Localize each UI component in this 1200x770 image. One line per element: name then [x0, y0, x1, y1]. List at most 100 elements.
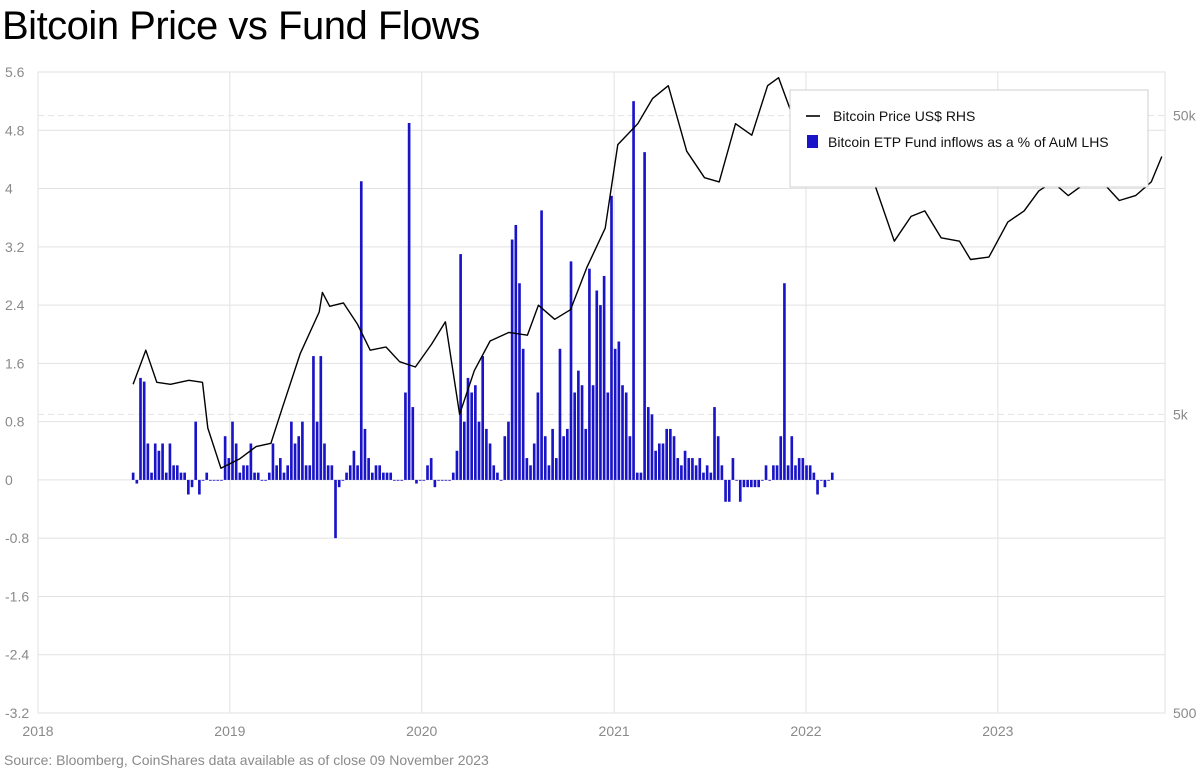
flow-bar [356, 465, 359, 480]
flow-bar [746, 479, 749, 488]
flow-bar [382, 472, 385, 480]
flow-bar [724, 479, 727, 502]
flow-bar [672, 436, 676, 480]
flow-bar [819, 479, 823, 481]
flow-bar [661, 443, 665, 480]
flow-bar [304, 465, 308, 480]
flow-bar [393, 479, 396, 481]
flow-bar [558, 348, 562, 480]
flow-bar [624, 392, 628, 480]
flow-bar [694, 465, 698, 480]
flow-bar [242, 465, 245, 480]
flow-bar [735, 479, 738, 481]
flow-bar [223, 436, 227, 480]
flow-bar [411, 407, 415, 480]
flow-bar [713, 407, 716, 480]
flow-bar [201, 479, 205, 481]
flow-bar [680, 465, 683, 480]
flow-bar [521, 348, 525, 480]
flow-bar [496, 472, 499, 480]
y-left-tick-label: 0.8 [5, 414, 25, 430]
flow-bar [418, 479, 422, 481]
flow-bar [543, 436, 547, 480]
flow-bar [187, 479, 190, 495]
flow-bar [179, 472, 183, 480]
flow-bar [352, 450, 356, 480]
flow-bar [293, 443, 297, 480]
flow-bar [646, 407, 650, 480]
flow-bar [378, 465, 381, 480]
flow-bar [474, 385, 477, 480]
flow-bar [738, 479, 742, 502]
flow-bar [319, 356, 323, 480]
flow-bar [510, 239, 514, 480]
flow-bar [183, 472, 186, 480]
x-tick-label: 2020 [406, 723, 437, 739]
flow-bar [279, 458, 282, 480]
legend-label-price: Bitcoin Price US$ RHS [833, 108, 975, 124]
flow-bar [157, 450, 161, 480]
flow-bar [440, 479, 444, 481]
bar-series [131, 101, 834, 539]
flow-bar [264, 479, 267, 481]
flow-bar [816, 479, 819, 495]
flow-bar [175, 465, 179, 480]
legend-box [789, 89, 1149, 188]
flow-bar [194, 421, 198, 480]
flow-bar [451, 472, 455, 480]
flow-bar [385, 472, 389, 480]
flow-bar [790, 436, 794, 480]
flow-bar [374, 465, 378, 480]
flow-bar [610, 195, 613, 480]
flow-bar [429, 458, 433, 480]
flow-bar [639, 472, 643, 480]
flow-bar [683, 450, 687, 480]
flow-bar [753, 479, 757, 488]
flow-bar [580, 385, 584, 480]
flow-bar [267, 472, 271, 480]
flow-bar [716, 436, 720, 480]
flow-bar [455, 450, 459, 480]
line-series [132, 77, 1163, 469]
flow-bar [326, 465, 330, 480]
flow-bar [459, 254, 462, 480]
flow-bar [466, 377, 470, 480]
flow-bar [621, 385, 624, 480]
flow-bar [628, 436, 632, 480]
flow-bar [404, 392, 407, 480]
flow-bar [172, 465, 175, 480]
flow-bar [775, 465, 779, 480]
flow-bar [591, 385, 595, 480]
flow-bar [334, 479, 337, 539]
flow-bar [757, 479, 760, 488]
flow-bar [632, 101, 635, 480]
flow-bar [341, 479, 345, 481]
flow-bar [209, 479, 212, 481]
flow-bar [433, 479, 437, 488]
flow-bar [705, 465, 709, 480]
flow-bar [492, 465, 496, 480]
flow-bar [764, 465, 768, 480]
flow-bar [676, 458, 680, 480]
flow-bar [131, 472, 135, 480]
flow-bar [518, 283, 521, 480]
flow-bar [256, 472, 260, 480]
flow-bar [540, 210, 543, 480]
flow-bar [286, 465, 290, 480]
flow-bar [448, 479, 451, 481]
flow-bar [536, 392, 540, 480]
chart-axes: -3.2 -2.4 -1.6 -0.8 0 0.8 1.6 2.4 3.2 4 4.8 5.6 2018… [5, 64, 1197, 739]
y-left-tick-label: 5.6 [5, 64, 25, 80]
flow-bar [323, 443, 326, 480]
flow-bar [249, 443, 253, 480]
y-right-tick-label: 500 [1173, 705, 1197, 721]
flow-bar [400, 479, 404, 481]
x-tick-label: 2023 [982, 723, 1013, 739]
flow-bar [315, 421, 319, 480]
flow-bar [783, 283, 786, 480]
flow-bar [650, 414, 654, 480]
flow-bar [687, 458, 691, 480]
flow-bar [437, 479, 440, 481]
flow-bar [164, 472, 168, 480]
